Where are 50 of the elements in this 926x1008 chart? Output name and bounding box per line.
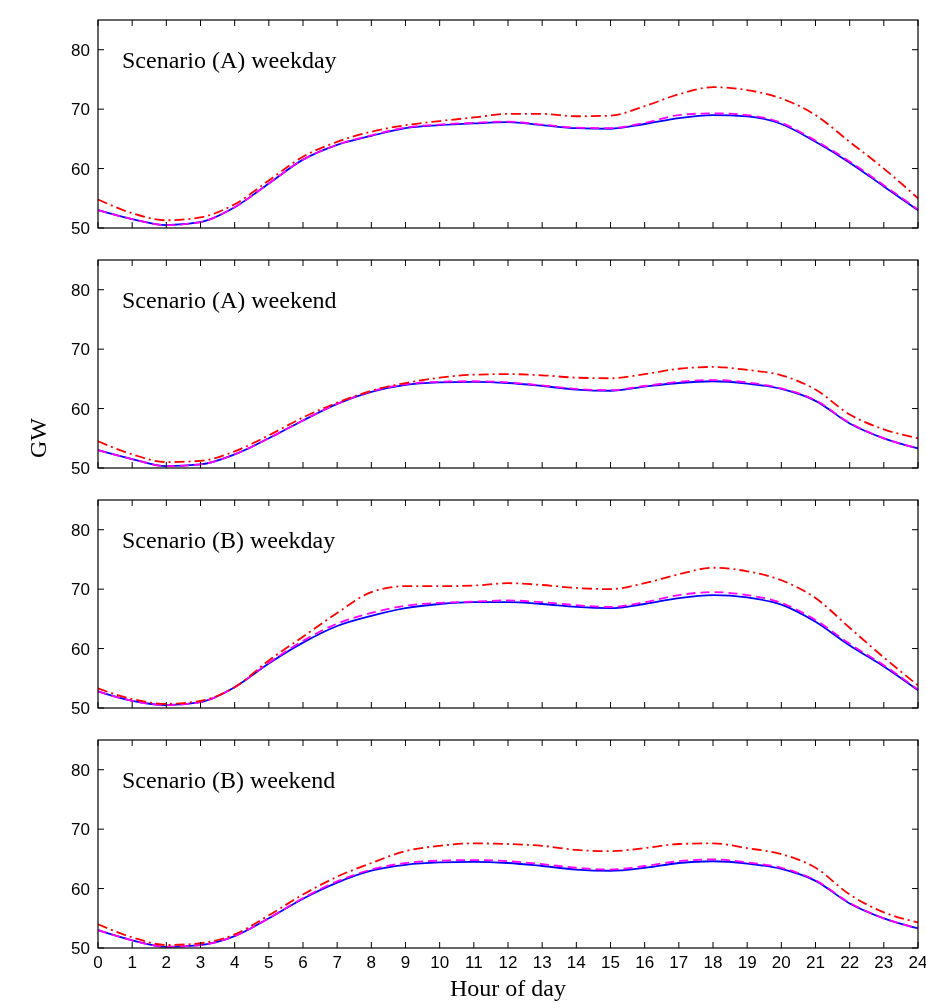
x-tick-label: 16 (635, 953, 655, 972)
line-series (97, 86, 919, 222)
x-tick-label: 20 (771, 953, 791, 972)
annotation: Scenario (B) weekday (122, 527, 336, 553)
x-tick-label: 2 (161, 953, 172, 972)
y-tick-label: 50 (71, 219, 90, 238)
x-tick-label: 15 (601, 953, 620, 972)
y-tick-label: 80 (71, 520, 90, 540)
annotation: Scenario (A) weekday (122, 47, 337, 73)
y-tick-label: 70 (71, 580, 90, 600)
x-tick-label: 11 (465, 953, 483, 972)
x-tick-label: 14 (566, 953, 586, 972)
y-tick-label: 60 (71, 879, 90, 899)
y-tick-label: 80 (71, 40, 90, 60)
x-tick-label: 21 (806, 953, 825, 972)
y-tick-label: 60 (71, 159, 90, 179)
line-series (97, 366, 919, 463)
x-tick-label: 10 (430, 953, 450, 972)
x-tick-label: 23 (874, 953, 894, 972)
x-tick-label: 9 (400, 953, 411, 972)
annotation: Scenario (A) weekend (122, 287, 337, 313)
x-tick-label: 7 (332, 953, 342, 972)
y-tick-label: 50 (71, 699, 90, 718)
x-tick-label: 4 (229, 953, 240, 972)
x-tick-label: 0 (93, 953, 103, 972)
line-series (97, 566, 919, 705)
x-tick-label: 1 (127, 953, 137, 972)
y-tick-label: 50 (71, 939, 90, 958)
y-tick-label: 70 (71, 340, 90, 360)
y-tick-label: 50 (71, 459, 90, 478)
y-tick-label: 60 (71, 639, 90, 659)
y-tick-label: 60 (71, 399, 90, 419)
y-tick-label: 70 (71, 100, 90, 120)
y-tick-label: 80 (71, 760, 90, 780)
annotation: Scenario (B) weekend (122, 767, 336, 793)
x-tick-label: 19 (737, 953, 757, 972)
x-tick-label: 3 (195, 953, 206, 972)
x-tick-label: 12 (498, 953, 518, 972)
y-axis-title: GW (25, 417, 51, 458)
x-tick-label: 5 (264, 953, 274, 972)
y-tick-label: 80 (71, 280, 90, 300)
x-tick-label: 6 (298, 953, 308, 972)
x-tick-label: 22 (840, 953, 860, 972)
y-tick-label: 70 (71, 820, 90, 840)
x-axis-title: Hour of day (450, 975, 566, 1001)
line-series (97, 842, 919, 946)
x-tick-label: 13 (532, 953, 552, 972)
x-tick-label: 18 (703, 953, 723, 972)
x-tick-label: 8 (366, 953, 377, 972)
x-tick-label: 17 (669, 953, 689, 972)
